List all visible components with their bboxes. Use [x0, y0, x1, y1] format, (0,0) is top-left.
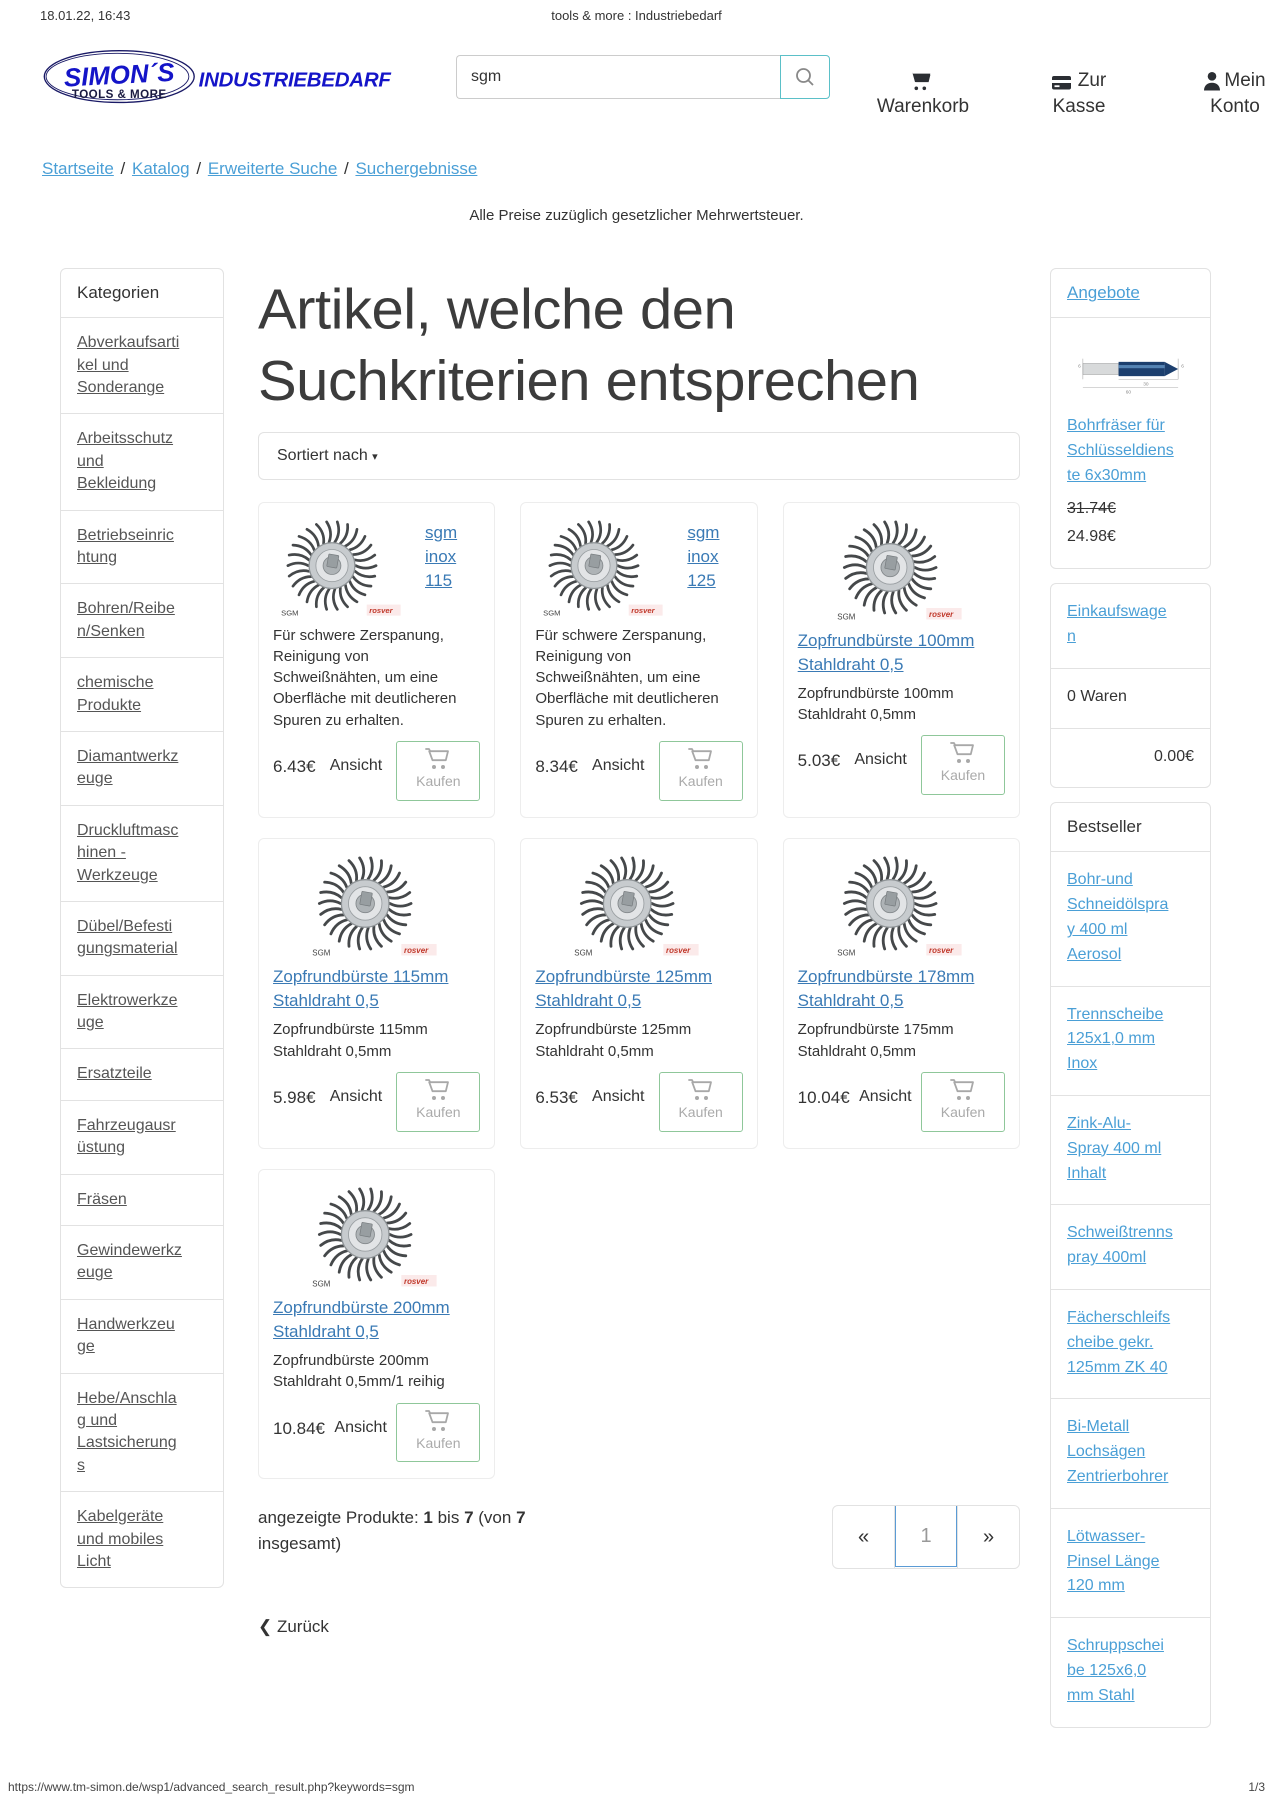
svg-text:INDUSTRIEBEDARF: INDUSTRIEBEDARF: [199, 68, 392, 91]
svg-text:6: 6: [1181, 364, 1184, 370]
svg-text:60: 60: [1126, 390, 1132, 396]
svg-text:TOOLS & MORE: TOOLS & MORE: [72, 88, 167, 101]
svg-text:6: 6: [1078, 364, 1081, 370]
svg-text:30: 30: [1143, 382, 1149, 388]
